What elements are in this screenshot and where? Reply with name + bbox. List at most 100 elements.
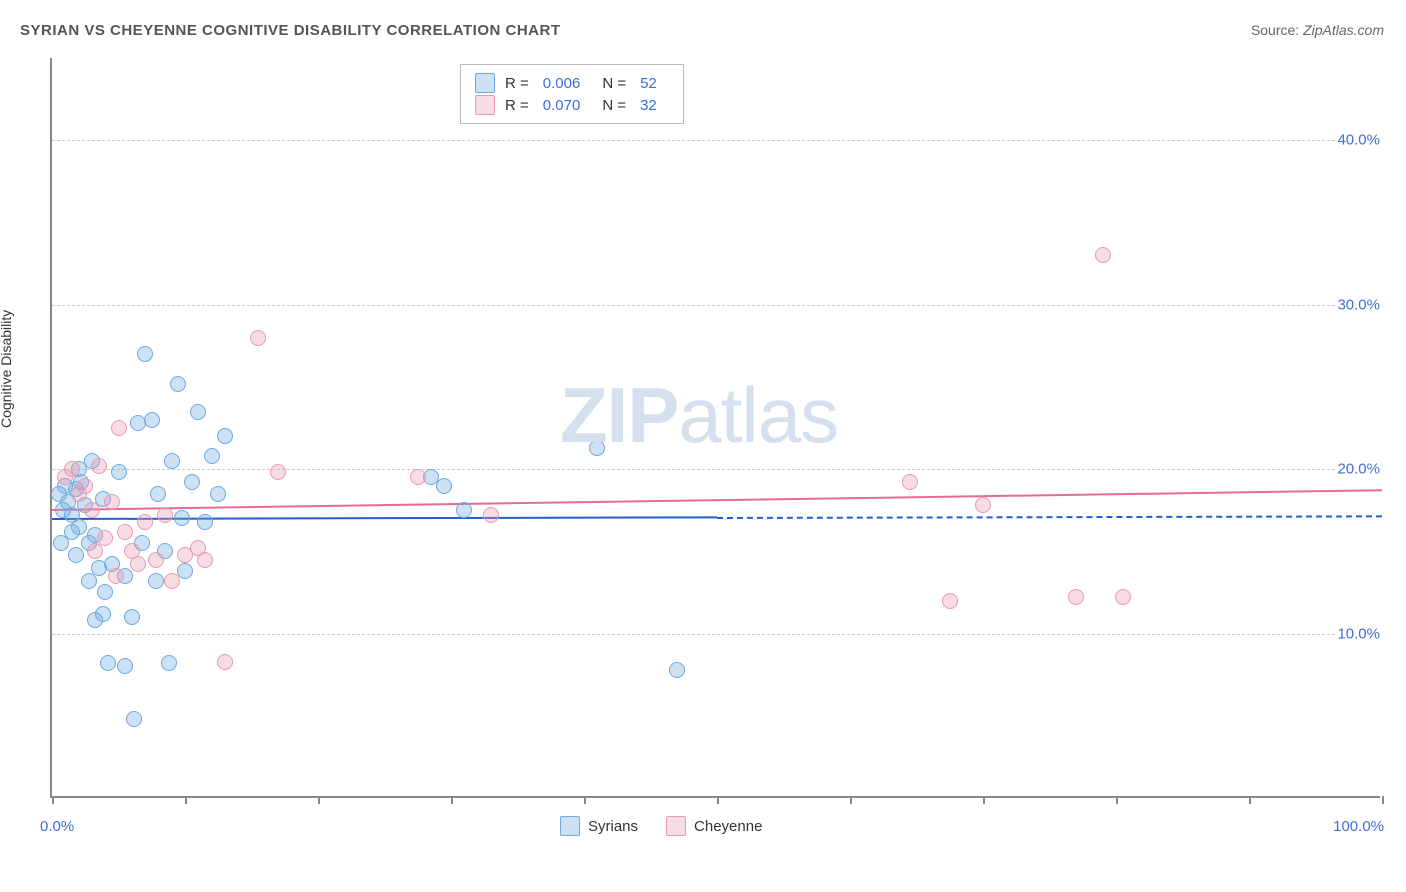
data-point (456, 502, 472, 518)
data-point (174, 510, 190, 526)
trend-line (52, 489, 1382, 511)
data-point (436, 478, 452, 494)
data-point (68, 547, 84, 563)
x-tick (451, 796, 453, 804)
gridline (52, 469, 1380, 470)
data-point (87, 543, 103, 559)
legend-stats-row: R =0.006N =52 (475, 73, 669, 93)
data-point (410, 469, 426, 485)
data-point (250, 330, 266, 346)
legend-r-value: 0.006 (543, 75, 581, 92)
data-point (902, 474, 918, 490)
data-point (117, 524, 133, 540)
x-tick (52, 796, 54, 804)
data-point (157, 507, 173, 523)
data-point (1068, 589, 1084, 605)
data-point (117, 658, 133, 674)
data-point (148, 552, 164, 568)
legend-series-label: Syrians (588, 818, 638, 835)
legend-swatch (560, 816, 580, 836)
data-point (108, 568, 124, 584)
data-point (177, 563, 193, 579)
source-attribution: Source: ZipAtlas.com (1251, 22, 1384, 38)
x-tick (1116, 796, 1118, 804)
data-point (217, 654, 233, 670)
legend-series-label: Cheyenne (694, 818, 762, 835)
data-point (184, 474, 200, 490)
legend-n-value: 32 (640, 97, 657, 114)
x-tick (185, 796, 187, 804)
x-tick (584, 796, 586, 804)
legend-r-label: R = (505, 75, 529, 92)
x-tick (717, 796, 719, 804)
legend-series: Syrians Cheyenne (560, 816, 762, 836)
y-tick-label: 40.0% (1335, 132, 1382, 149)
data-point (270, 464, 286, 480)
data-point (100, 655, 116, 671)
data-point (204, 448, 220, 464)
data-point (210, 486, 226, 502)
legend-series-item: Syrians (560, 816, 638, 836)
legend-series-item: Cheyenne (666, 816, 762, 836)
legend-r-label: R = (505, 97, 529, 114)
data-point (81, 573, 97, 589)
data-point (144, 412, 160, 428)
data-point (190, 404, 206, 420)
y-axis-label: Cognitive Disability (0, 310, 14, 428)
data-point (164, 453, 180, 469)
x-axis-min-label: 0.0% (40, 818, 74, 835)
data-point (1095, 247, 1111, 263)
x-tick (850, 796, 852, 804)
legend-n-value: 52 (640, 75, 657, 92)
data-point (111, 420, 127, 436)
x-tick (1249, 796, 1251, 804)
data-point (942, 593, 958, 609)
legend-swatch (666, 816, 686, 836)
data-point (64, 461, 80, 477)
gridline (52, 634, 1380, 635)
data-point (975, 497, 991, 513)
data-point (148, 573, 164, 589)
data-point (97, 584, 113, 600)
data-point (124, 609, 140, 625)
data-point (111, 464, 127, 480)
trend-line (717, 515, 1382, 519)
data-point (84, 502, 100, 518)
data-point (91, 458, 107, 474)
legend-swatch (475, 95, 495, 115)
x-tick (983, 796, 985, 804)
x-axis-max-label: 100.0% (1333, 818, 1384, 835)
y-tick-label: 30.0% (1335, 296, 1382, 313)
y-tick-label: 20.0% (1335, 461, 1382, 478)
legend-r-value: 0.070 (543, 97, 581, 114)
source-name: ZipAtlas.com (1303, 22, 1384, 38)
data-point (161, 655, 177, 671)
data-point (164, 573, 180, 589)
chart-title: SYRIAN VS CHEYENNE COGNITIVE DISABILITY … (20, 22, 561, 39)
data-point (669, 662, 685, 678)
data-point (217, 428, 233, 444)
data-point (126, 711, 142, 727)
data-point (130, 556, 146, 572)
data-point (77, 478, 93, 494)
data-point (197, 552, 213, 568)
x-tick (318, 796, 320, 804)
data-point (104, 494, 120, 510)
data-point (97, 530, 113, 546)
data-point (589, 440, 605, 456)
data-point (483, 507, 499, 523)
gridline (52, 140, 1380, 141)
legend-n-label: N = (602, 97, 626, 114)
x-tick (1382, 796, 1384, 804)
gridline (52, 305, 1380, 306)
y-tick-label: 10.0% (1335, 625, 1382, 642)
data-point (197, 514, 213, 530)
data-point (150, 486, 166, 502)
data-point (1115, 589, 1131, 605)
plot-area: 10.0% 20.0% 30.0% 40.0% (50, 58, 1380, 798)
source-prefix: Source: (1251, 22, 1303, 38)
legend-stats-row: R = 0.070 N = 32 (475, 95, 669, 115)
legend-stats: R = 0.006 N = 52 R = 0.070 N = 32 (460, 64, 684, 124)
legend-swatch (475, 73, 495, 93)
data-point (95, 606, 111, 622)
